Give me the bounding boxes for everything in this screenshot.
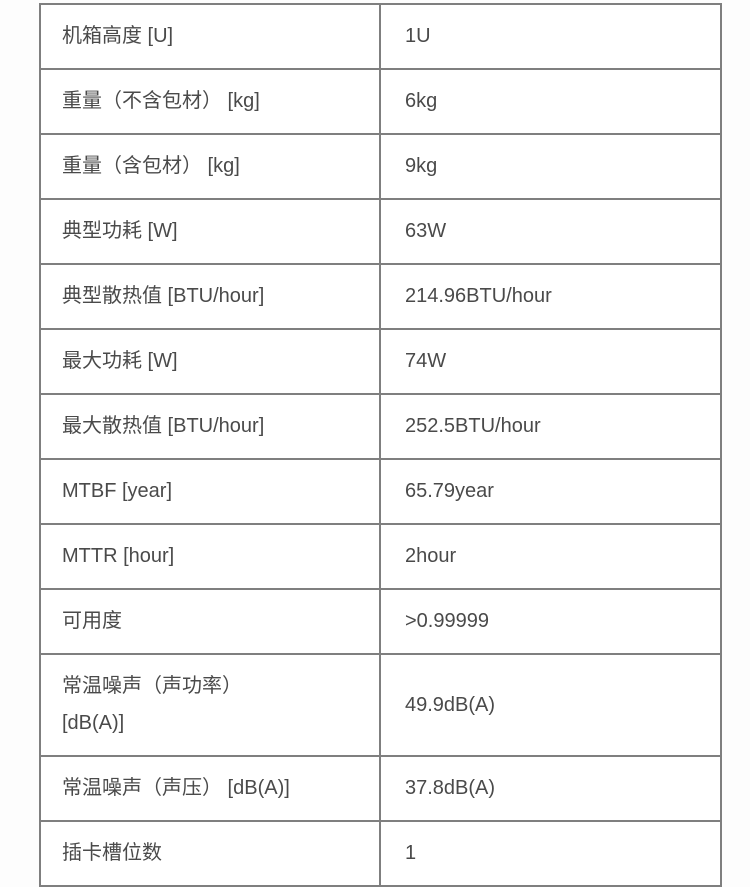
spec-table-body: 机箱高度 [U] 1U 重量（不含包材） [kg] 6kg 重量（含包材） [k… — [39, 3, 722, 887]
spec-table: 机箱高度 [U] 1U 重量（不含包材） [kg] 6kg 重量（含包材） [k… — [39, 3, 722, 887]
spec-value: 9kg — [379, 133, 722, 200]
table-row: 常温噪声（声功率） [dB(A)] 49.9dB(A) — [39, 653, 722, 757]
spec-label: 典型散热值 [BTU/hour] — [39, 263, 381, 330]
table-row: 重量（不含包材） [kg] 6kg — [39, 68, 722, 135]
table-row: MTBF [year] 65.79year — [39, 458, 722, 525]
spec-value: 1 — [379, 820, 722, 887]
spec-label: 常温噪声（声压） [dB(A)] — [39, 755, 381, 822]
spec-value: >0.99999 — [379, 588, 722, 655]
table-row: 典型功耗 [W] 63W — [39, 198, 722, 265]
spec-value: 74W — [379, 328, 722, 395]
spec-label: MTTR [hour] — [39, 523, 381, 590]
table-row: 机箱高度 [U] 1U — [39, 3, 722, 70]
spec-label: 最大功耗 [W] — [39, 328, 381, 395]
spec-value: 1U — [379, 3, 722, 70]
spec-value: 49.9dB(A) — [379, 653, 722, 757]
table-row: 最大功耗 [W] 74W — [39, 328, 722, 395]
spec-value: 65.79year — [379, 458, 722, 525]
spec-label: 最大散热值 [BTU/hour] — [39, 393, 381, 460]
table-row: MTTR [hour] 2hour — [39, 523, 722, 590]
spec-label: MTBF [year] — [39, 458, 381, 525]
spec-label: 常温噪声（声功率） [dB(A)] — [39, 653, 381, 757]
spec-value: 252.5BTU/hour — [379, 393, 722, 460]
table-row: 常温噪声（声压） [dB(A)] 37.8dB(A) — [39, 755, 722, 822]
table-row: 最大散热值 [BTU/hour] 252.5BTU/hour — [39, 393, 722, 460]
table-row: 典型散热值 [BTU/hour] 214.96BTU/hour — [39, 263, 722, 330]
spec-label: 插卡槽位数 — [39, 820, 381, 887]
table-row: 重量（含包材） [kg] 9kg — [39, 133, 722, 200]
table-row: 可用度 >0.99999 — [39, 588, 722, 655]
spec-value: 37.8dB(A) — [379, 755, 722, 822]
spec-value: 63W — [379, 198, 722, 265]
spec-label: 机箱高度 [U] — [39, 3, 381, 70]
spec-label: 可用度 — [39, 588, 381, 655]
spec-value: 6kg — [379, 68, 722, 135]
spec-value: 214.96BTU/hour — [379, 263, 722, 330]
spec-label: 典型功耗 [W] — [39, 198, 381, 265]
table-row: 插卡槽位数 1 — [39, 820, 722, 887]
spec-label: 重量（含包材） [kg] — [39, 133, 381, 200]
spec-value: 2hour — [379, 523, 722, 590]
spec-label: 重量（不含包材） [kg] — [39, 68, 381, 135]
